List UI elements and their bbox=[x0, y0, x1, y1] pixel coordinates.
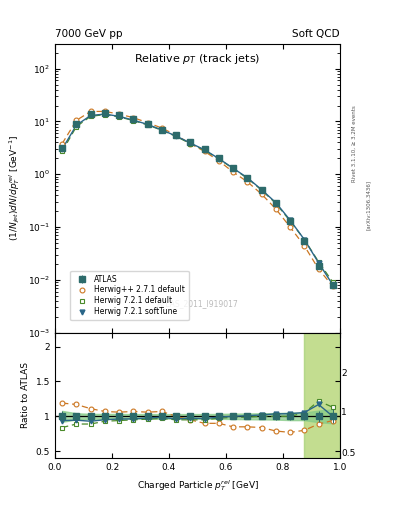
Herwig 7.2.1 default bbox=[188, 141, 193, 147]
Herwig++ 2.7.1 default bbox=[245, 179, 250, 185]
Herwig 7.2.1 default bbox=[274, 200, 278, 206]
Herwig 7.2.1 default bbox=[145, 122, 150, 128]
Herwig++ 2.7.1 default bbox=[60, 141, 64, 147]
Text: [arXiv:1306.3436]: [arXiv:1306.3436] bbox=[365, 180, 371, 230]
Herwig 7.2.1 softTune bbox=[160, 127, 164, 133]
Herwig++ 2.7.1 default bbox=[74, 117, 79, 123]
Herwig++ 2.7.1 default bbox=[274, 206, 278, 212]
Herwig 7.2.1 softTune bbox=[274, 200, 278, 206]
Y-axis label: Ratio to ATLAS: Ratio to ATLAS bbox=[21, 362, 30, 429]
Text: ATLAS_2011_I919017: ATLAS_2011_I919017 bbox=[156, 299, 239, 308]
Bar bbox=[304, 333, 340, 458]
Herwig 7.2.1 softTune bbox=[131, 117, 136, 123]
Herwig 7.2.1 default bbox=[245, 175, 250, 181]
Legend: ATLAS, Herwig++ 2.7.1 default, Herwig 7.2.1 default, Herwig 7.2.1 softTune: ATLAS, Herwig++ 2.7.1 default, Herwig 7.… bbox=[70, 271, 189, 320]
Line: Herwig 7.2.1 default: Herwig 7.2.1 default bbox=[60, 112, 335, 285]
Herwig 7.2.1 softTune bbox=[217, 156, 221, 162]
Herwig 7.2.1 default bbox=[316, 259, 321, 265]
Herwig 7.2.1 softTune bbox=[88, 113, 93, 119]
Herwig 7.2.1 softTune bbox=[103, 111, 107, 117]
Text: Rivet 3.1.10, ≥ 3.2M events: Rivet 3.1.10, ≥ 3.2M events bbox=[352, 105, 357, 182]
Herwig 7.2.1 softTune bbox=[259, 186, 264, 193]
Bar bbox=[304, 333, 340, 458]
Herwig 7.2.1 default bbox=[302, 237, 307, 243]
Herwig++ 2.7.1 default bbox=[288, 224, 292, 230]
Herwig 7.2.1 default bbox=[160, 127, 164, 134]
Line: Herwig 7.2.1 softTune: Herwig 7.2.1 softTune bbox=[60, 112, 335, 287]
Herwig 7.2.1 default bbox=[331, 279, 335, 285]
Herwig 7.2.1 default bbox=[88, 113, 93, 119]
Herwig 7.2.1 softTune bbox=[74, 122, 79, 129]
Herwig 7.2.1 softTune bbox=[188, 140, 193, 146]
Herwig++ 2.7.1 default bbox=[202, 148, 207, 155]
Herwig 7.2.1 default bbox=[288, 218, 292, 224]
Herwig 7.2.1 default bbox=[131, 117, 136, 123]
Herwig 7.2.1 softTune bbox=[245, 175, 250, 181]
Text: 2: 2 bbox=[341, 369, 347, 378]
Herwig 7.2.1 default bbox=[217, 156, 221, 162]
Herwig 7.2.1 default bbox=[60, 148, 64, 155]
Herwig 7.2.1 softTune bbox=[331, 282, 335, 288]
Herwig 7.2.1 softTune bbox=[60, 146, 64, 152]
Herwig++ 2.7.1 default bbox=[145, 120, 150, 126]
Herwig++ 2.7.1 default bbox=[103, 109, 107, 115]
Y-axis label: $(1/N_{jet})dN/dp_T^{rel}$ [GeV$^{-1}$]: $(1/N_{jet})dN/dp_T^{rel}$ [GeV$^{-1}$] bbox=[8, 135, 22, 241]
Herwig 7.2.1 default bbox=[174, 134, 178, 140]
Herwig 7.2.1 softTune bbox=[302, 237, 307, 243]
Herwig++ 2.7.1 default bbox=[117, 111, 121, 117]
Herwig++ 2.7.1 default bbox=[331, 283, 335, 289]
Herwig++ 2.7.1 default bbox=[302, 243, 307, 249]
Text: 0.5: 0.5 bbox=[341, 449, 356, 458]
Herwig++ 2.7.1 default bbox=[88, 109, 93, 115]
Herwig 7.2.1 default bbox=[202, 147, 207, 153]
Herwig 7.2.1 softTune bbox=[288, 217, 292, 223]
Herwig 7.2.1 softTune bbox=[231, 165, 235, 172]
Herwig++ 2.7.1 default bbox=[160, 125, 164, 131]
Herwig++ 2.7.1 default bbox=[231, 169, 235, 175]
Herwig 7.2.1 default bbox=[103, 112, 107, 118]
Herwig 7.2.1 default bbox=[231, 165, 235, 172]
Herwig 7.2.1 softTune bbox=[202, 147, 207, 153]
Text: Relative $p_{T}$ (track jets): Relative $p_{T}$ (track jets) bbox=[134, 52, 261, 66]
Herwig 7.2.1 softTune bbox=[174, 133, 178, 139]
Herwig 7.2.1 softTune bbox=[145, 121, 150, 127]
Herwig 7.2.1 softTune bbox=[316, 260, 321, 266]
Herwig 7.2.1 default bbox=[74, 123, 79, 130]
Herwig 7.2.1 default bbox=[259, 187, 264, 193]
Text: Soft QCD: Soft QCD bbox=[292, 29, 340, 39]
Herwig++ 2.7.1 default bbox=[259, 191, 264, 197]
X-axis label: Charged Particle $p_T^{rel}$ [GeV]: Charged Particle $p_T^{rel}$ [GeV] bbox=[136, 478, 259, 493]
Line: Herwig++ 2.7.1 default: Herwig++ 2.7.1 default bbox=[60, 109, 335, 289]
Herwig++ 2.7.1 default bbox=[217, 158, 221, 164]
Herwig 7.2.1 softTune bbox=[117, 113, 121, 119]
Text: 1: 1 bbox=[341, 408, 347, 417]
Herwig++ 2.7.1 default bbox=[316, 266, 321, 272]
Text: 7000 GeV pp: 7000 GeV pp bbox=[55, 29, 123, 39]
Herwig++ 2.7.1 default bbox=[188, 141, 193, 147]
Herwig++ 2.7.1 default bbox=[131, 115, 136, 121]
Herwig++ 2.7.1 default bbox=[174, 132, 178, 138]
Herwig 7.2.1 default bbox=[117, 114, 121, 120]
